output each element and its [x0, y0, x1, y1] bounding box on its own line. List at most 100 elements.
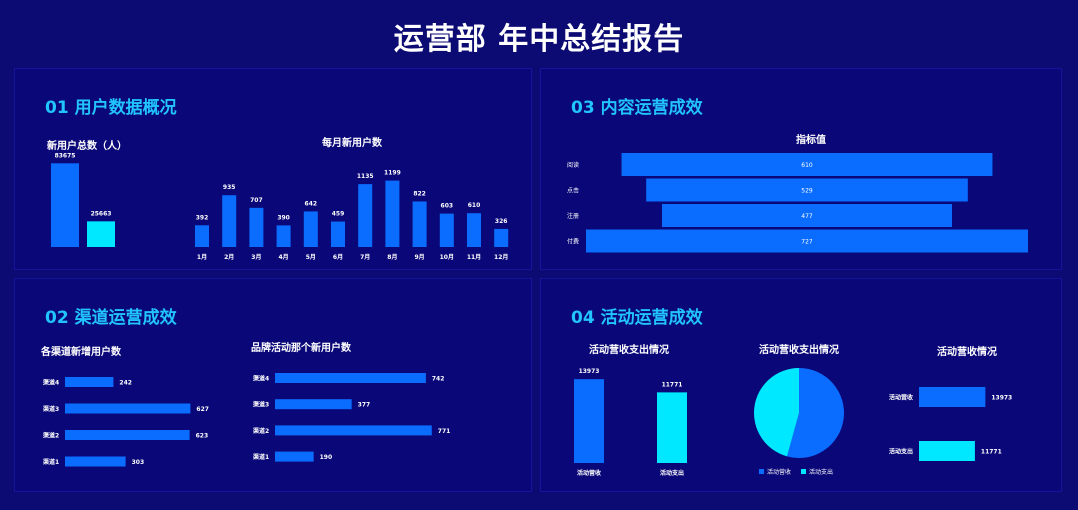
chart-title: 活动营收支出情况	[759, 343, 839, 356]
tick-label: 7月	[360, 253, 370, 261]
bar	[358, 184, 373, 247]
bar	[87, 221, 115, 247]
chart-title: 各渠道新增用户数	[40, 345, 122, 358]
tick-label: 4月	[279, 253, 289, 261]
data-label: 742	[432, 376, 445, 383]
legend-swatch	[759, 469, 764, 474]
funnel-bar	[621, 153, 993, 176]
bar	[222, 195, 237, 247]
monthly-users-chart: 每月新用户数 392 1月 935 2月 707 3月 390 4月 642 5月 459 6月 1135…	[195, 136, 509, 261]
bar	[919, 441, 975, 461]
tick-label: 渠道2	[43, 432, 59, 440]
data-label: 822	[413, 190, 426, 197]
content-funnel-chart: 指标值 610 阅读 529 点击 477 注册 727 付费	[567, 133, 1028, 253]
data-label: 610	[801, 162, 813, 169]
data-label: 242	[119, 380, 132, 387]
activity-hbar-chart: 活动营收情况 13973 活动营收 11771 活动支出	[889, 345, 1012, 461]
data-label: 477	[801, 213, 813, 220]
data-label: 11771	[662, 381, 683, 388]
tick-label: 1月	[197, 253, 207, 261]
bar	[412, 201, 427, 247]
bar	[276, 225, 291, 247]
data-label: 13973	[579, 368, 600, 375]
tick-label: 付费	[567, 238, 579, 246]
panel-activity-ops: 04 活动运营成效 活动营收支出情况 13973 活动营收 11771 活动支出 活动营…	[540, 278, 1062, 492]
bar	[467, 213, 481, 247]
funnel-bar	[661, 204, 953, 227]
bar	[65, 456, 126, 467]
data-label: 392	[196, 214, 209, 221]
bar	[275, 451, 314, 462]
data-label: 642	[305, 200, 318, 207]
tick-label: 9月	[415, 253, 425, 261]
bar	[65, 403, 191, 414]
data-label: 13973	[991, 395, 1012, 402]
tick-label: 渠道1	[253, 453, 269, 461]
total-users-chart: 新用户总数（人）83675 25663	[47, 139, 127, 247]
panel-title: 01 用户数据概况	[45, 98, 177, 118]
funnel-bar	[586, 229, 1028, 253]
data-label: 1135	[357, 173, 374, 180]
tick-label: 渠道3	[253, 401, 269, 409]
tick-label: 11月	[467, 253, 481, 261]
panel-title: 03 内容运营成效	[571, 98, 703, 118]
pie-slice	[787, 368, 844, 458]
chart-title: 每月新用户数	[322, 136, 383, 149]
bar	[275, 399, 352, 410]
panel-channel-ops: 02 渠道运营成效 各渠道新增用户数 242 渠道4 627 渠道3 623 渠道2 303 渠…	[14, 278, 532, 492]
panel-title: 04 活动运营成效	[571, 308, 703, 328]
data-label: 459	[332, 211, 345, 218]
tick-label: 2月	[224, 253, 234, 261]
tick-label: 6月	[333, 253, 343, 261]
tick-label: 12月	[494, 253, 508, 261]
tick-label: 点击	[567, 187, 579, 195]
bar	[249, 207, 264, 247]
data-label: 1199	[384, 170, 401, 177]
bar	[657, 392, 687, 463]
data-label: 190	[320, 454, 333, 461]
pie-slice	[754, 368, 799, 457]
data-label: 627	[196, 406, 209, 413]
legend-label: 活动营收	[767, 468, 791, 476]
panel-content-ops: 03 内容运营成效 指标值 610 阅读 529 点击 477 注册 727 付费	[540, 68, 1062, 270]
chart-title: 新用户总数（人）	[47, 139, 127, 152]
legend-swatch	[801, 469, 806, 474]
page-title: 运营部 年中总结报告	[393, 22, 685, 57]
data-label: 377	[358, 402, 371, 409]
tick-label: 注册	[567, 212, 579, 220]
data-label: 11771	[981, 449, 1002, 456]
tick-label: 渠道2	[253, 427, 269, 435]
tick-label: 10月	[440, 253, 454, 261]
data-label: 390	[277, 214, 290, 221]
brand-users-chart: 品牌活动那个新用户数 742 渠道4 377 渠道3 771 渠道2 190 渠道1	[251, 341, 451, 462]
bar	[303, 211, 318, 247]
bar	[919, 387, 986, 407]
bar	[275, 373, 426, 383]
tick-label: 渠道1	[43, 458, 59, 466]
funnel-bar	[646, 178, 968, 202]
tick-label: 5月	[306, 253, 316, 261]
tick-label: 3月	[251, 253, 261, 261]
bar	[494, 228, 509, 247]
bar	[65, 430, 190, 440]
activity-bar-chart: 活动营收支出情况 13973 活动营收 11771 活动支出	[574, 343, 687, 477]
bar	[385, 180, 400, 247]
tick-label: 活动营收	[889, 394, 913, 402]
data-label: 83675	[55, 152, 76, 159]
bar	[195, 225, 209, 247]
legend-label: 活动支出	[809, 468, 833, 476]
tick-label: 渠道4	[43, 379, 59, 387]
tick-label: 8月	[387, 253, 397, 261]
data-label: 25663	[91, 210, 112, 217]
data-label: 771	[438, 428, 451, 435]
bar	[65, 377, 114, 387]
tick-label: 活动营收	[577, 469, 601, 477]
bar	[574, 379, 604, 463]
tick-label: 活动支出	[889, 448, 913, 456]
channel-users-chart: 各渠道新增用户数 242 渠道4 627 渠道3 623 渠道2 303 渠道1	[40, 345, 209, 467]
bar	[275, 425, 432, 436]
data-label: 603	[441, 203, 454, 210]
tick-label: 活动支出	[660, 469, 684, 477]
data-label: 303	[132, 459, 145, 466]
